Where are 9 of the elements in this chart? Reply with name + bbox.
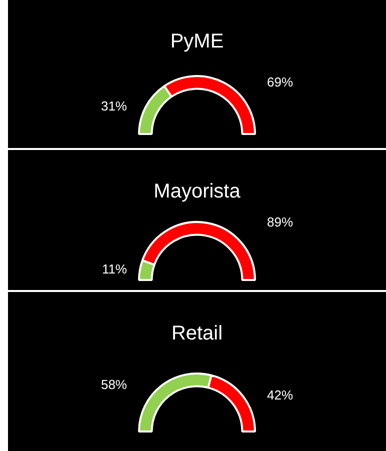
chart-title: Mayorista (154, 180, 242, 203)
data-label: 11% (102, 262, 128, 277)
data-label: 69% (267, 74, 294, 90)
data-label: 31% (100, 98, 128, 114)
data-label: 42% (267, 388, 294, 403)
chart-title: PyME (170, 30, 224, 53)
chart-title: Retail (171, 322, 223, 345)
data-label: 89% (267, 214, 294, 230)
data-label: 58% (100, 377, 128, 392)
